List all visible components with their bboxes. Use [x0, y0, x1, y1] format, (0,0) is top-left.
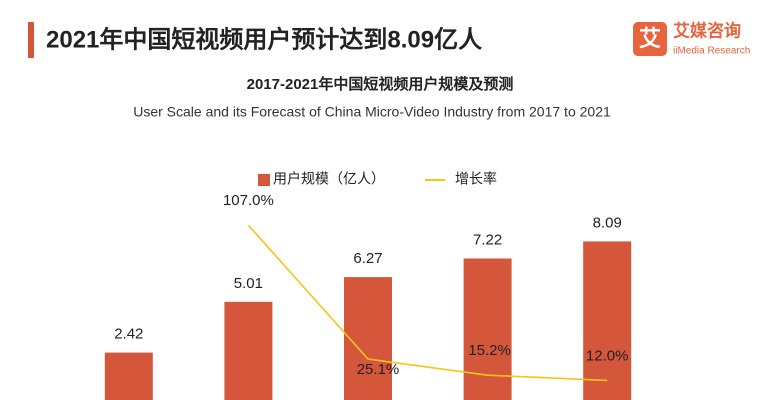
bar [344, 277, 392, 400]
logo-box [633, 22, 667, 56]
legend-label: 增长率 [455, 171, 497, 187]
legend-label: 用户规模（亿人） [273, 171, 385, 187]
page-title: 2021年中国短视频用户预计达到8.09亿人 [46, 25, 482, 53]
line-value-label: 12.0% [586, 347, 629, 364]
bar-value-label: 7.22 [473, 231, 502, 248]
bar [583, 241, 632, 400]
logo-name: 艾媒咨询 [673, 20, 741, 40]
title-accent [28, 22, 34, 58]
chart-subtitle: User Scale and its Forecast of China Mic… [133, 104, 611, 120]
bar [104, 352, 153, 400]
line-value-label: 15.2% [468, 342, 511, 359]
bar-value-label: 2.42 [114, 326, 143, 343]
bar [224, 301, 273, 400]
bar-value-label: 5.01 [234, 275, 263, 292]
logo-sub: iiMedia Research [673, 46, 750, 57]
logo-icon: 艾 [639, 26, 661, 51]
bar-value-label: 6.27 [353, 250, 382, 267]
line-value-label: 25.1% [357, 361, 400, 378]
legend-swatch [258, 174, 270, 186]
bar [463, 258, 512, 400]
line-value-label: 107.0% [223, 192, 274, 209]
growth-line [247, 224, 608, 382]
bar-value-label: 8.09 [593, 214, 622, 231]
chart-title: 2017-2021年中国短视频用户规模及预测 [247, 75, 514, 93]
